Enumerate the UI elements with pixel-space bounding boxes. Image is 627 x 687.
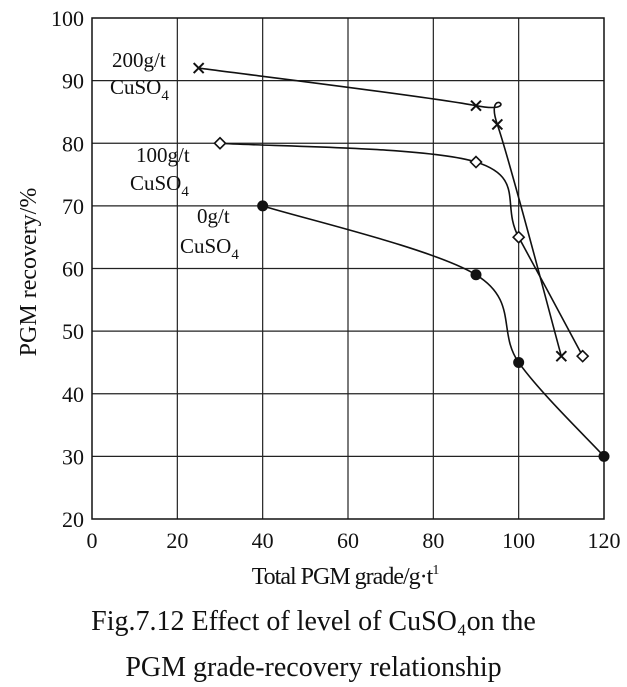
data-point-circle <box>470 269 482 281</box>
grid <box>92 18 604 519</box>
series-line <box>198 67 563 357</box>
data-point-circle <box>598 450 610 462</box>
x-tick-label: 120 <box>588 528 621 553</box>
x-tick-label: 20 <box>166 528 188 553</box>
series-label-reagent: CuSO4 <box>110 75 169 104</box>
y-tick-label: 50 <box>62 319 84 344</box>
series-label-rate: 200g/t <box>112 48 166 72</box>
y-tick-label: 60 <box>62 257 84 282</box>
series-labels: 200g/t CuSO4 100g/t CuSO4 0g/t CuSO4 <box>110 48 239 263</box>
x-tick-label: 0 <box>87 528 98 553</box>
series-label-rate: 100g/t <box>136 143 190 167</box>
data-point-diamond <box>576 349 590 363</box>
figure-caption-line-1: Fig.7.12 Effect of level of CuSO₄on the <box>91 606 536 637</box>
series-label-reagent: CuSO4 <box>130 171 189 200</box>
plot-frame <box>91 17 605 520</box>
x-axis-label: Total PGM grade/g·t1 <box>252 563 440 590</box>
data-point-x <box>192 62 205 74</box>
series-line <box>262 205 605 457</box>
x-tick-label: 60 <box>337 528 359 553</box>
x-tick-label: 100 <box>502 528 535 553</box>
data-point-x <box>470 99 482 112</box>
data-point-x <box>491 118 504 131</box>
series-label-reagent: CuSO4 <box>180 234 239 263</box>
data-point-circle <box>257 200 269 212</box>
y-tick-label: 80 <box>62 131 84 156</box>
data-point-diamond <box>469 155 483 169</box>
data-point-circle <box>513 356 525 368</box>
data-point-x <box>555 350 568 362</box>
y-tick-label: 40 <box>62 382 84 407</box>
y-tick-label: 100 <box>51 6 84 31</box>
y-axis-label: PGM recovery/% <box>16 188 42 357</box>
y-tick-label: 70 <box>62 194 84 219</box>
y-tick-label: 90 <box>62 69 84 94</box>
x-tick-label: 40 <box>252 528 274 553</box>
x-tick-label: 80 <box>422 528 444 553</box>
y-tick-label: 30 <box>62 444 84 469</box>
y-tick-label: 20 <box>62 507 84 532</box>
series-line <box>219 142 584 357</box>
series-label-rate: 0g/t <box>197 204 230 228</box>
data-point-diamond <box>512 230 526 244</box>
series-layer <box>192 62 610 462</box>
figure-caption-line-2: PGM grade-recovery relationship <box>125 652 502 683</box>
data-point-diamond <box>213 136 227 150</box>
